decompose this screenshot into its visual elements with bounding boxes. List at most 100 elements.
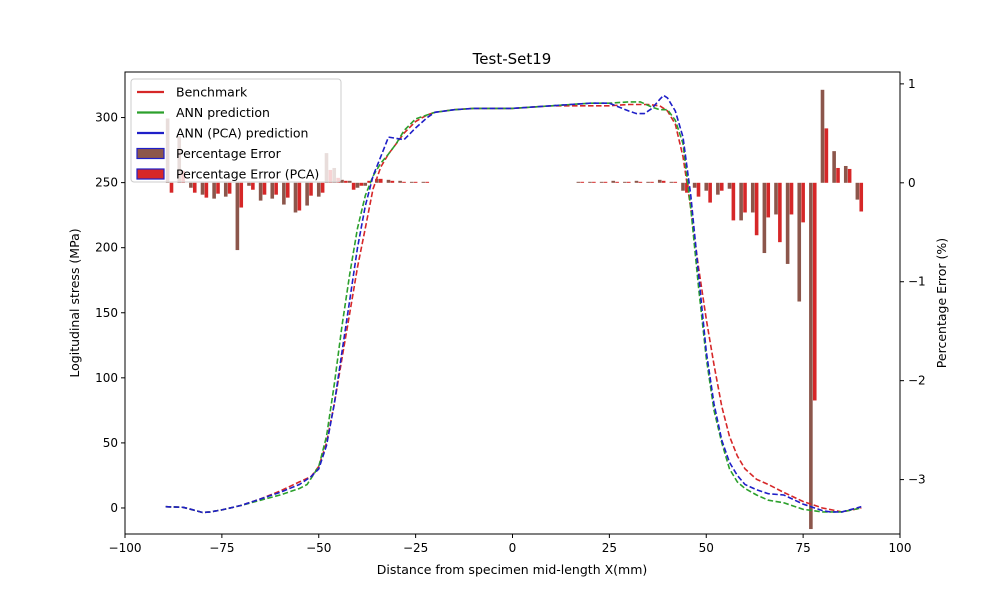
legend-swatch bbox=[136, 147, 165, 160]
y-tick-label: 300 bbox=[95, 111, 118, 125]
percentage-error-pca-bar bbox=[297, 182, 302, 211]
percentage-error-pca-bar bbox=[789, 182, 794, 215]
percentage-error-pca-bar bbox=[650, 181, 654, 183]
percentage-error-pca-bar bbox=[754, 182, 759, 236]
percentage-error-pca-bar bbox=[859, 182, 864, 212]
percentage-error-bar bbox=[692, 182, 697, 188]
percentage-error-bar bbox=[809, 182, 813, 530]
legend-swatch bbox=[136, 168, 165, 180]
percentage-error-bar bbox=[355, 182, 360, 188]
percentage-error-bar bbox=[270, 182, 275, 199]
ann-pca-prediction-line bbox=[165, 94, 862, 514]
percentage-error-pca-bar bbox=[390, 180, 395, 183]
legend-label: Percentage Error bbox=[176, 146, 282, 161]
percentage-error-pca-bar bbox=[367, 180, 371, 183]
percentage-error-bar bbox=[347, 180, 352, 183]
percentage-error-pca-bar bbox=[320, 182, 325, 193]
percentage-error-bar bbox=[785, 182, 790, 264]
legend-box bbox=[130, 78, 342, 183]
percentage-error-pca-bar bbox=[673, 181, 678, 183]
benchmark-line bbox=[165, 103, 862, 514]
x-tick-label: 50 bbox=[699, 541, 714, 555]
percentage-error-pca-bar bbox=[402, 181, 406, 183]
percentage-error-pca-bar bbox=[801, 182, 805, 223]
percentage-error-pca-bar bbox=[778, 182, 782, 243]
percentage-error-bar bbox=[704, 182, 709, 191]
percentage-error-pca-bar bbox=[603, 181, 608, 183]
percentage-error-pca-bar bbox=[824, 128, 829, 183]
percentage-error-bar bbox=[843, 165, 848, 183]
series-lines bbox=[165, 94, 862, 514]
percentage-error-bar bbox=[820, 89, 825, 183]
percentage-error-pca-bar bbox=[309, 182, 313, 196]
y-tick-label: 200 bbox=[95, 241, 118, 255]
percentage-error-pca-bar bbox=[425, 181, 430, 183]
percentage-error-pca-bar bbox=[262, 182, 267, 195]
percentage-error-pca-bar bbox=[592, 181, 596, 183]
percentage-error-pca-bar bbox=[812, 182, 817, 401]
x-tick-label: −50 bbox=[306, 541, 331, 555]
percentage-error-bar bbox=[305, 182, 309, 206]
ann-prediction-line bbox=[165, 101, 862, 514]
x-tick-label: −25 bbox=[403, 541, 428, 555]
percentage-error-pca-bar bbox=[192, 182, 197, 193]
percentage-error-bar bbox=[681, 182, 685, 191]
y2-tick-label: −1 bbox=[908, 275, 926, 289]
percentage-error-bar bbox=[398, 180, 402, 183]
percentage-error-bar bbox=[750, 182, 755, 213]
percentage-error-pca-bar bbox=[239, 182, 244, 208]
percentage-error-pca-bar bbox=[766, 182, 771, 218]
percentage-error-bar bbox=[375, 178, 379, 183]
percentage-error-bar bbox=[386, 179, 391, 183]
percentage-error-pca-bar bbox=[204, 182, 209, 198]
percentage-error-bar bbox=[421, 181, 426, 183]
x-tick-label: −75 bbox=[209, 541, 234, 555]
y2-tick-label: −3 bbox=[908, 473, 926, 487]
percentage-error-pca-bar bbox=[169, 182, 174, 193]
percentage-error-bar bbox=[340, 179, 344, 183]
x-axis-label: Distance from specimen mid-length X(mm) bbox=[377, 562, 648, 577]
legend-label: ANN prediction bbox=[176, 105, 270, 120]
percentage-error-bar bbox=[727, 182, 732, 189]
percentage-error-pca-bar bbox=[836, 167, 840, 183]
percentage-error-pca-bar bbox=[274, 182, 278, 195]
percentage-error-pca-bar bbox=[661, 180, 666, 183]
percentage-error-bar bbox=[623, 181, 627, 183]
percentage-error-pca-bar bbox=[580, 181, 585, 183]
percentage-error-pca-bar bbox=[251, 182, 255, 190]
percentage-error-bar bbox=[409, 181, 414, 183]
x-axis-ticks: −100 −75 −50 −25 0 25 50 75 100 bbox=[109, 534, 911, 555]
percentage-error-bar bbox=[739, 182, 743, 221]
percentage-error-pca-bar bbox=[847, 168, 852, 183]
percentage-error-bar bbox=[669, 181, 674, 183]
percentage-error-pca-bar bbox=[626, 181, 631, 183]
x-tick-label: 75 bbox=[795, 541, 810, 555]
percentage-error-pca-bar bbox=[696, 182, 701, 197]
percentage-error-pca-bar bbox=[227, 182, 232, 194]
y2-axis-ticks: −3 −2 −1 0 1 bbox=[900, 77, 926, 487]
percentage-error-bar bbox=[599, 181, 604, 183]
y2-tick-label: 0 bbox=[908, 176, 916, 190]
percentage-error-pca-bar bbox=[638, 181, 643, 183]
x-tick-label: −100 bbox=[109, 541, 142, 555]
y-tick-label: 100 bbox=[95, 371, 118, 385]
percentage-error-bar bbox=[832, 151, 836, 183]
percentage-error-bar bbox=[646, 181, 650, 183]
percentage-error-bar bbox=[235, 182, 240, 251]
percentage-error-pca-bar bbox=[285, 182, 290, 198]
x-tick-label: 0 bbox=[509, 541, 517, 555]
percentage-error-pca-bar bbox=[708, 182, 712, 203]
x-tick-label: 25 bbox=[602, 541, 617, 555]
percentage-error-bar bbox=[797, 182, 802, 302]
y-tick-label: 50 bbox=[103, 436, 118, 450]
percentage-error-pca-bar bbox=[743, 182, 747, 213]
percentage-error-pca-bar bbox=[378, 178, 383, 183]
percentage-error-bar bbox=[247, 182, 251, 186]
legend-label: Percentage Error (PCA) bbox=[176, 167, 319, 182]
percentage-error-pca-bar bbox=[216, 182, 220, 194]
percentage-error-bar bbox=[774, 182, 778, 215]
y-tick-label: 150 bbox=[95, 306, 118, 320]
y-tick-label: 0 bbox=[110, 501, 118, 515]
percentage-error-bar bbox=[293, 182, 298, 213]
percentage-error-bar bbox=[576, 181, 581, 183]
